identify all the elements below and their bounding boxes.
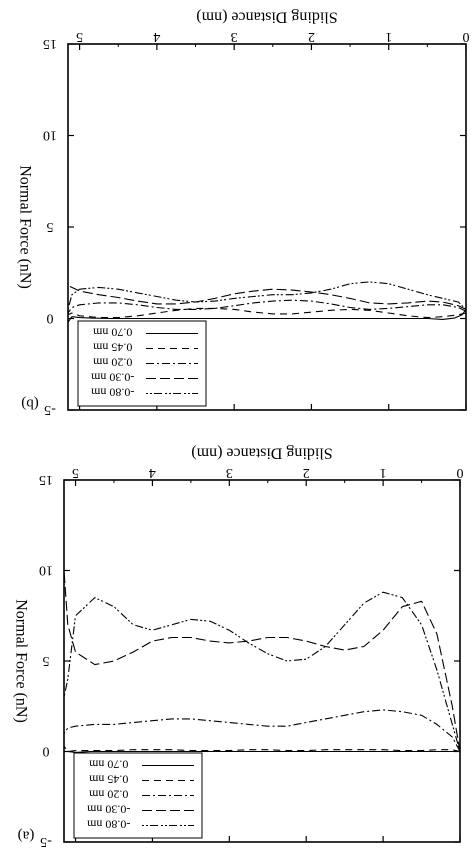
legend-entry: 0.70 nm bbox=[88, 757, 128, 771]
y-tick-label: 0 bbox=[47, 311, 54, 326]
x-tick-label: 1 bbox=[385, 29, 392, 44]
x-tick-label: 2 bbox=[308, 29, 315, 44]
chart-panel: 0 1 2 3 4 5 -5 0 5 10 15 Sliding Distance (nm) Norma… bbox=[12, 445, 463, 850]
series-line bbox=[67, 309, 467, 323]
x-tick-label: 3 bbox=[231, 29, 238, 44]
y-tick-label: 10 bbox=[39, 563, 53, 578]
x-tick-label: 3 bbox=[226, 465, 233, 480]
y-tick-label: 15 bbox=[43, 36, 57, 51]
series-line bbox=[63, 591, 461, 752]
x-axis-title: Sliding Distance (nm) bbox=[191, 445, 332, 462]
panel-label: (a) bbox=[18, 827, 35, 843]
legend: -0.80 nm-0.30 nm0.20 nm0.45 nm0.70 nm bbox=[77, 320, 207, 407]
legend: -0.80 nm-0.30 nm0.20 nm0.45 nm0.70 nm bbox=[73, 752, 203, 839]
x-tick-label: 0 bbox=[463, 29, 470, 44]
y-tick-label: 15 bbox=[39, 472, 53, 487]
legend-entry: -0.30 nm bbox=[86, 802, 130, 816]
legend-entry: -0.30 nm bbox=[90, 370, 134, 384]
legend-entry: -0.80 nm bbox=[86, 817, 130, 831]
panel-label: (b) bbox=[21, 395, 39, 411]
x-tick-label: 4 bbox=[153, 29, 160, 44]
x-tick-label: 4 bbox=[149, 465, 156, 480]
y-axis-title: Normal Force (nN) bbox=[16, 165, 33, 289]
series-line bbox=[67, 281, 467, 310]
series-line bbox=[63, 709, 461, 752]
y-tick-label: 0 bbox=[43, 744, 50, 759]
legend-entry: 0.45 nm bbox=[92, 340, 132, 354]
chart-panel: 0 1 2 3 4 5 -5 0 5 10 15 Sliding Distance (nm) Norma… bbox=[16, 9, 469, 418]
series-line bbox=[64, 750, 460, 753]
series-line bbox=[63, 745, 461, 753]
legend-entry: 0.45 nm bbox=[88, 772, 128, 786]
series-line bbox=[67, 299, 467, 314]
y-tick-label: 5 bbox=[43, 653, 50, 668]
y-tick-label: 10 bbox=[43, 128, 57, 143]
y-axis-title: Normal Force (nN) bbox=[12, 599, 29, 723]
series-line bbox=[67, 285, 467, 310]
x-axis-title: Sliding Distance (nm) bbox=[196, 9, 337, 26]
legend-entry: -0.80 nm bbox=[90, 385, 134, 399]
x-tick-label: 5 bbox=[76, 29, 83, 44]
x-tick-label: 0 bbox=[457, 465, 464, 480]
y-tick-label: 5 bbox=[47, 219, 54, 234]
x-tick-label: 1 bbox=[380, 465, 387, 480]
x-tick-label: 2 bbox=[303, 465, 310, 480]
series-line bbox=[67, 307, 467, 319]
y-tick-label: -5 bbox=[44, 402, 56, 417]
legend-entry: 0.20 nm bbox=[88, 787, 128, 801]
legend-entry: 0.20 nm bbox=[92, 355, 132, 369]
legend-entry: 0.70 nm bbox=[92, 325, 132, 339]
y-tick-label: -5 bbox=[40, 834, 52, 849]
series-line bbox=[63, 570, 461, 752]
x-tick-label: 5 bbox=[72, 465, 79, 480]
